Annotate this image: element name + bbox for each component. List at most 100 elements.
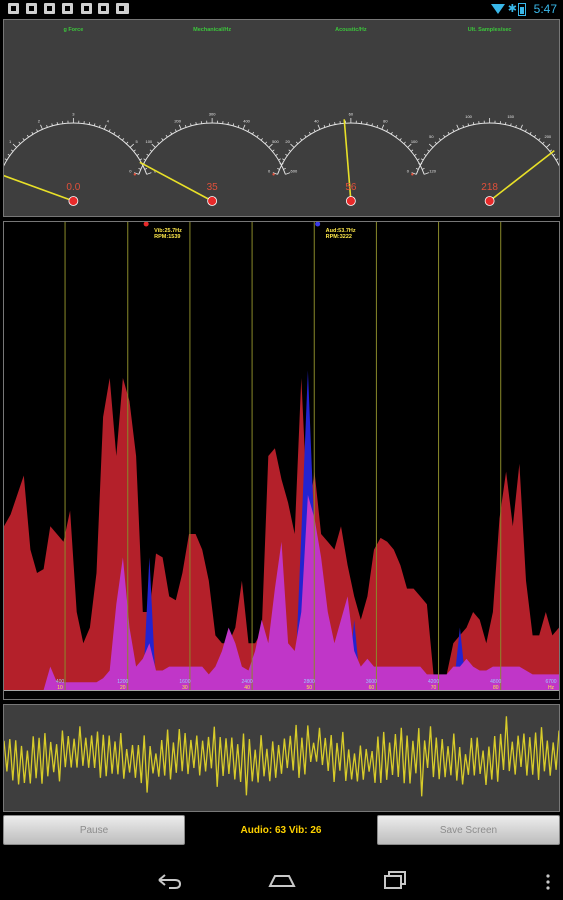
gauge-tick: [403, 141, 406, 145]
gauge-tick: [113, 131, 116, 135]
gauge-tick-label: 4: [107, 119, 110, 124]
gauge-tick: [151, 143, 156, 148]
gauge-tick: [467, 123, 470, 126]
gauge-value: 35: [207, 182, 219, 193]
phone-icon: [81, 3, 92, 14]
gauge-tick: [26, 134, 29, 138]
gauge-tick-label: 20: [285, 139, 290, 144]
gauge-pivot: [345, 196, 356, 206]
gauge-tick: [126, 141, 129, 145]
gauge-tick: [524, 129, 527, 132]
gauge-tick: [264, 141, 268, 145]
gauge-tick: [418, 163, 421, 166]
gauge-needle: [489, 149, 555, 202]
waveform-display: [3, 704, 560, 812]
gauge-tick-label: 0: [268, 169, 271, 174]
gauge-tick: [317, 124, 321, 130]
gauge-tick: [282, 158, 285, 161]
frequency-label: 2800: [304, 679, 315, 685]
gauge-pivot: [68, 196, 79, 206]
gauge-tick: [279, 163, 283, 166]
gauge-tick: [12, 143, 17, 148]
gauge-tick: [366, 122, 368, 125]
gauge-tick: [308, 131, 311, 135]
gauge-tick: [334, 122, 336, 125]
overflow-menu-icon: [546, 874, 550, 890]
gauge-tick: [447, 131, 450, 135]
pause-button[interactable]: Pause: [3, 815, 185, 845]
gauge-needle: [139, 161, 213, 202]
gauge-tick: [417, 158, 420, 161]
gauge-tick: [546, 143, 551, 148]
gauge-tick: [117, 134, 120, 138]
button-bar: Pause Audio: 63 Vib: 26 Save Screen: [0, 815, 563, 847]
gauge-arc: [415, 122, 559, 175]
gauge-tick-label: 0: [129, 169, 132, 174]
battery-icon: [518, 3, 526, 16]
waveform-trace: [4, 716, 559, 797]
gauge-tick: [272, 149, 275, 152]
home-button[interactable]: [262, 868, 302, 892]
gauge-tick-label: 600: [291, 169, 298, 174]
gauge-tick: [472, 122, 475, 125]
gauge-tick: [285, 153, 288, 156]
gauge-value: 56: [345, 182, 357, 193]
gauge-pivot: [484, 196, 495, 206]
back-arrow-icon: [158, 874, 182, 889]
gauge-tick: [40, 124, 43, 130]
gauge-value: 0.0: [66, 182, 80, 193]
gauge-tick: [304, 134, 307, 138]
gauge-tick: [285, 172, 291, 175]
gauge-tick: [390, 131, 393, 135]
gauge-tick: [376, 124, 379, 128]
gauge-tick-label: 1: [9, 139, 12, 144]
vibration-label: 80: [493, 685, 499, 691]
gauge-tick: [443, 134, 446, 138]
gauge-tick: [146, 153, 149, 156]
gauge-tick: [381, 124, 385, 130]
gauge-tick: [555, 158, 559, 161]
gauge-tick: [452, 129, 455, 132]
gauge-tick: [538, 138, 541, 141]
gauge-tick: [549, 149, 553, 152]
gauge-tick: [122, 138, 125, 141]
gauge-panel: g Force01234560.0Mechanical/Hz0100200300…: [3, 19, 560, 217]
gauge-min-dot: [133, 173, 137, 176]
gauge-tick: [534, 134, 537, 138]
back-button[interactable]: [149, 868, 189, 892]
gauge-tick: [138, 168, 141, 170]
frequency-label: 2400: [242, 679, 253, 685]
vibration-label: 40: [244, 685, 250, 691]
recent-apps-button[interactable]: [376, 868, 416, 892]
gauge-min-dot: [411, 173, 414, 176]
gauge-tick-label: 100: [465, 114, 472, 119]
shopping-bag-icon: [98, 3, 109, 14]
home-icon: [268, 875, 296, 887]
gauge-1: g Force01234560.0: [4, 27, 157, 206]
gauge-tick: [542, 141, 545, 145]
gauge-tick: [247, 129, 250, 132]
gauge-tick: [36, 129, 39, 132]
gauge-needle: [343, 119, 352, 202]
gauge-tick: [275, 153, 278, 156]
gauge-tick: [277, 168, 280, 170]
peak-dot: [143, 222, 149, 227]
frequency-label: 1200: [117, 679, 128, 685]
spectrum-display[interactable]: 400 1200 1600 2400 2800 3600 4200 4800 6700 10 20 3…: [3, 221, 560, 700]
save-screen-button[interactable]: Save Screen: [377, 815, 560, 845]
gauge-tick: [278, 158, 281, 161]
gauge-tick: [552, 153, 556, 156]
notification-icon: [8, 3, 19, 14]
gauge-tick: [170, 131, 173, 135]
bluetooth-icon: ✱: [507, 3, 517, 15]
gauge-tick: [18, 141, 21, 145]
gauge-tick: [129, 143, 135, 148]
gauge-tick: [283, 168, 286, 170]
level-readout: Audio: 63 Vib: 26: [240, 824, 322, 836]
overflow-menu-button[interactable]: [543, 870, 553, 894]
gauge-tick-label: 100: [145, 139, 152, 144]
gauge-label: Mechanical/Hz: [193, 27, 231, 33]
gauge-tick: [395, 134, 398, 138]
